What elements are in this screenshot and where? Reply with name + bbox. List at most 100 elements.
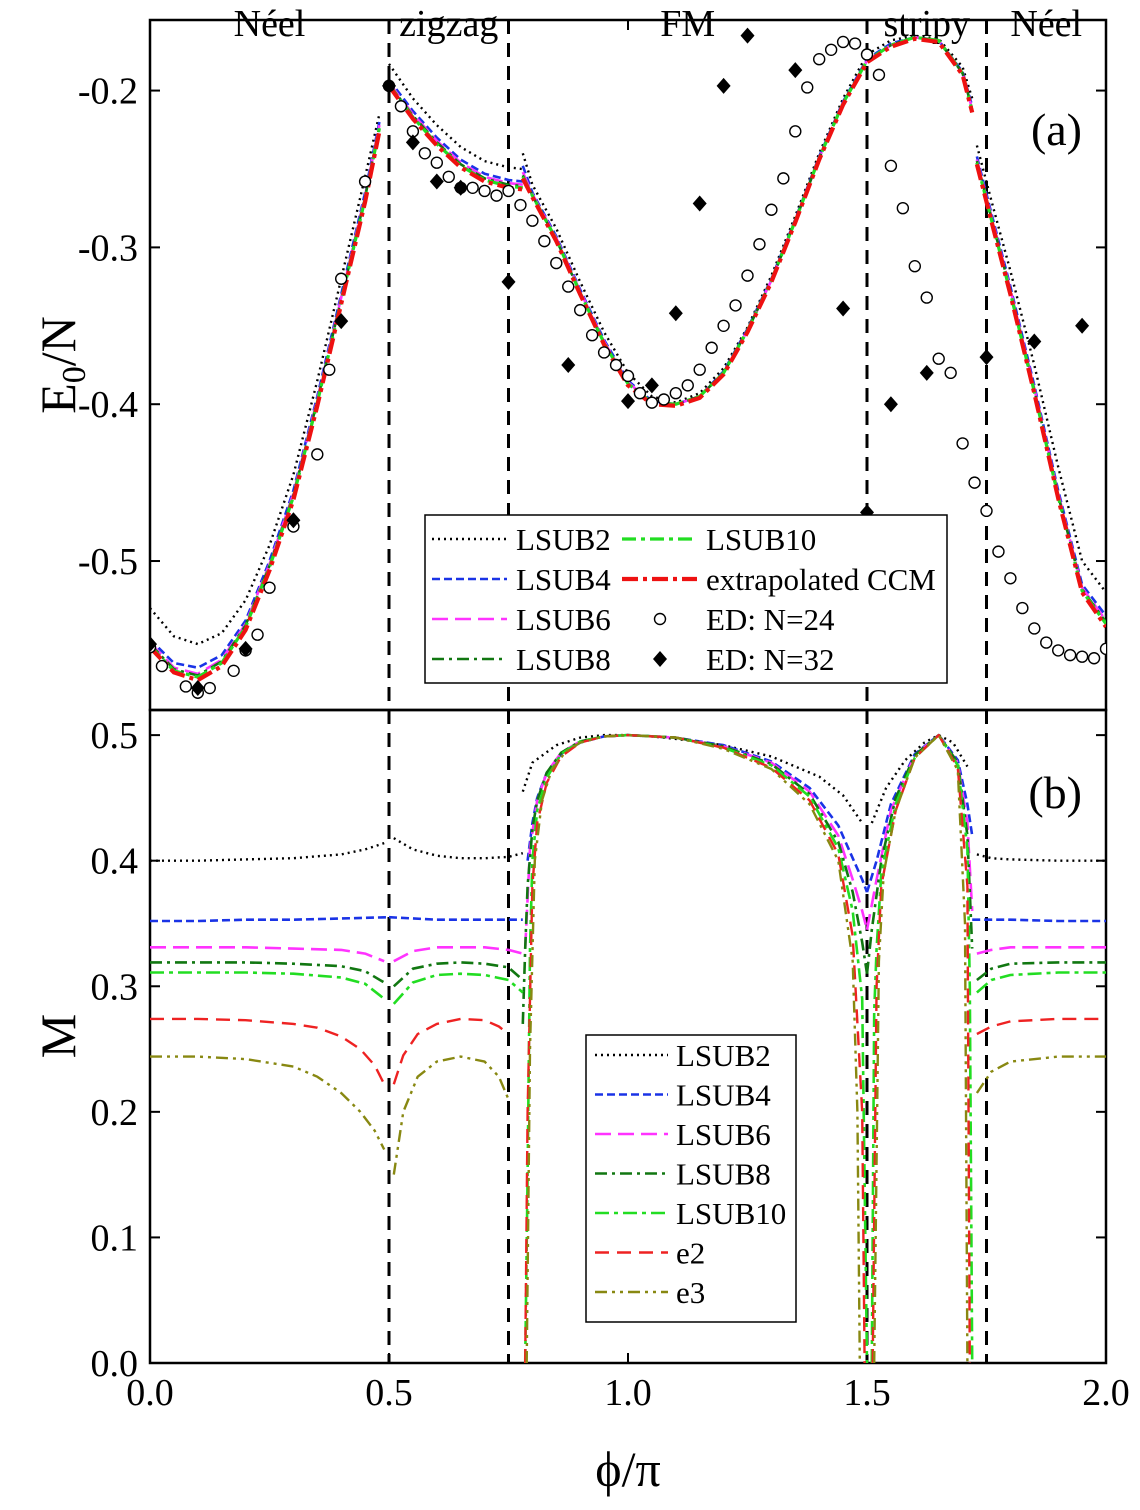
panel-a-series-lsub2 [150,113,381,646]
ed-n24-point [1099,642,1106,656]
panel-b-series-lsub8 [976,961,1106,982]
panel-b-series-e2 [871,733,971,1363]
ed-n24-point [681,379,694,392]
panel-b-series-lsub2 [870,733,969,824]
panel-b-series-lsub10 [870,733,974,1363]
ed-n32-point [919,364,934,381]
panel-b-series-lsub6 [150,945,385,963]
panel-b-series-lsub2 [150,841,385,862]
ed-n24-point [980,504,993,518]
ed-n24-point [765,203,778,216]
panel-a-series-lsub10 [150,127,381,679]
panel-b-series-lsub10 [392,972,524,1005]
panel-a-legend-box [424,514,948,684]
ed-n24-point [789,125,802,138]
panel-b-series [150,733,1106,1363]
panel-a-boundaries [387,20,988,710]
panel-b-series-lsub4 [150,915,390,923]
panel-b-yticks: 0.0 0.1 0.2 0.3 0.4 0.5 [91,715,1106,1385]
panel-b-ytick-label: 0.5 [91,715,139,757]
panel-b-legend-box [585,1034,797,1323]
panel-b-xlabel: ϕ/π [595,1441,660,1497]
ed-n24-point [514,198,527,212]
legend-a-label: LSUB10 [706,522,816,557]
panel-a-series-extrapolated-ccm [387,84,524,192]
panel-a-ylabel-tail: /N [30,316,86,366]
panel-a-tag: (a) [1031,104,1082,155]
panel-b-xtick-label: 1.0 [604,1372,652,1414]
phase-label: Néel [234,3,306,45]
ed-n24-point [526,214,539,227]
ed-n24-point [1016,601,1029,615]
panel-b-tag: (b) [1028,767,1082,818]
legend-a-label: LSUB8 [516,642,611,677]
ed-n24-point [992,545,1005,558]
panel-b-series-lsub2 [393,837,524,860]
ed-n24-point [335,272,348,285]
panel-a-series-lsub2 [975,145,1106,594]
ed-n32-point [979,349,994,366]
panel-a-series-lsub4 [150,121,381,670]
panel-b-xtick-label: 1.5 [843,1372,891,1414]
ed-n32-point [692,195,707,212]
ed-n32-point [382,77,396,94]
panel-b-series-e3 [873,733,969,1363]
ed-n24-point [717,319,730,332]
panel-a-ylabel: E0/N [30,316,93,414]
panel-b-series-lsub6 [523,733,869,949]
ed-n24-point [1004,572,1017,585]
ed-n24-point [836,35,850,49]
ed-n24-point [597,346,611,359]
ed-n24-point [908,260,921,273]
panel-a-series-lsub2 [521,34,974,404]
ed-n32-point [150,636,157,653]
ed-n24-point [645,396,659,409]
legend-b-label: LSUB10 [676,1196,786,1231]
ed-n24-point [430,156,443,169]
ed-n24-point [263,581,276,594]
ed-n24-point [860,48,874,61]
ed-n24-point [777,172,790,185]
ed-n24-point [884,159,898,173]
panel-a-ytick-label: -0.2 [78,71,138,113]
ed-n24-point [1087,652,1101,665]
panel-b-series-lsub4 [388,915,523,922]
legend-a-marker [653,612,667,626]
panel-b: 0.0 0.1 0.2 0.3 0.4 0.5 0.0 0.5 1.0 1.5 2.0 (b) M… [30,20,1130,1497]
panel-b-series-e3 [392,1055,510,1175]
panel-a-ytick-label: -0.3 [78,227,138,269]
panel-a: Néel zigzag FM stripy Néel -0.2-0.3-0.4-0.5 … [30,3,1108,712]
ed-n24-point [155,659,169,673]
ed-n24-point [358,175,372,188]
legend-a-label: LSUB2 [516,522,611,557]
panel-b-xtick-label: 2.0 [1082,1372,1130,1414]
panel-b-series-lsub6 [393,945,524,963]
phase-label: FM [660,3,715,45]
panel-b-series-lsub8 [521,733,869,1024]
ed-n24-point [538,234,551,248]
panel-b-series-lsub6 [976,945,1106,955]
ed-n24-point [753,238,766,251]
legend-a-label: LSUB6 [516,602,611,637]
ed-n32-point [883,396,898,413]
ed-n24-point [502,184,515,198]
ed-n32-point [429,173,444,190]
ed-n32-point [1027,333,1042,350]
ed-n24-point [609,358,623,372]
ed-n32-point [644,377,659,394]
ed-n32-point [190,680,205,697]
ed-n24-point [801,81,814,94]
ed-n24-point [657,393,671,406]
panel-b-series-e2 [150,1017,386,1085]
panel-b-xticks: 0.0 0.5 1.0 1.5 2.0 [126,20,1130,1414]
ed-n24-point [478,184,491,198]
panel-a-yticks: -0.2 -0.3 -0.4 -0.5 [78,71,1106,583]
ed-n24-point [1028,622,1041,635]
ed-n24-point [920,291,933,304]
ed-n24-point [562,280,575,293]
ed-n24-point [442,170,455,184]
ed-n24-point [251,628,264,641]
legend-a-label: extrapolated CCM [706,562,936,597]
panel-b-series-e2 [976,1017,1106,1036]
panel-b-xtick-label: 0.5 [365,1372,413,1414]
